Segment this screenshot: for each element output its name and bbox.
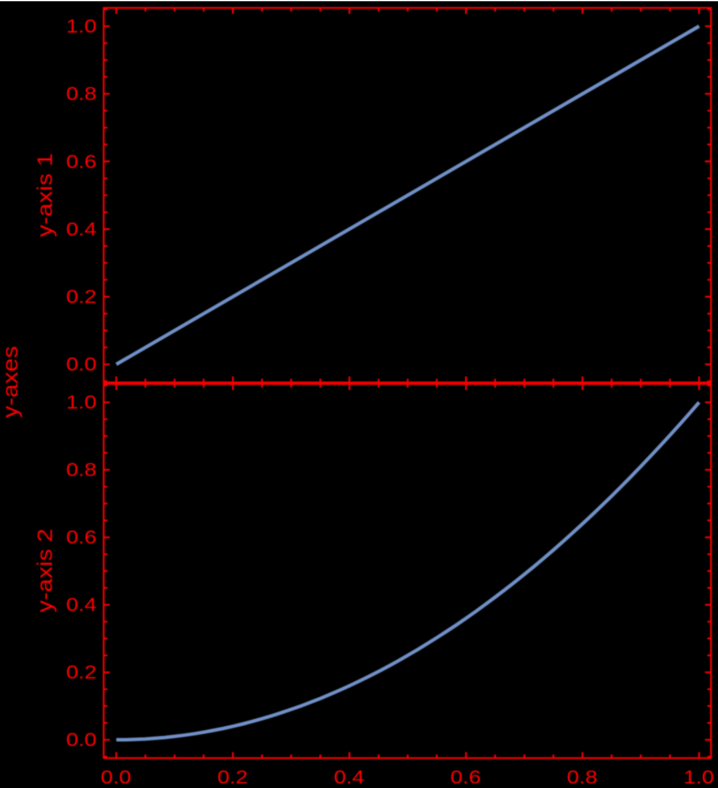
svg-text:0.6: 0.6 bbox=[66, 152, 97, 172]
svg-text:0.4: 0.4 bbox=[66, 595, 97, 615]
svg-text:1.0: 1.0 bbox=[66, 17, 97, 37]
svg-text:0.2: 0.2 bbox=[66, 663, 97, 683]
svg-text:0.8: 0.8 bbox=[66, 84, 97, 104]
svg-text:1.0: 1.0 bbox=[684, 767, 715, 787]
svg-text:0.4: 0.4 bbox=[334, 767, 365, 787]
svg-text:y-axis 2: y-axis 2 bbox=[34, 529, 57, 613]
svg-text:1.0: 1.0 bbox=[66, 393, 97, 413]
svg-text:0.8: 0.8 bbox=[567, 767, 598, 787]
svg-text:y-axes: y-axes bbox=[0, 346, 22, 418]
svg-text:0.8: 0.8 bbox=[66, 460, 97, 480]
svg-text:0.0: 0.0 bbox=[101, 767, 132, 787]
svg-text:0.2: 0.2 bbox=[217, 767, 248, 787]
svg-text:0.2: 0.2 bbox=[66, 287, 97, 307]
svg-text:0.6: 0.6 bbox=[66, 528, 97, 548]
svg-text:0.0: 0.0 bbox=[66, 355, 97, 375]
svg-text:0.4: 0.4 bbox=[66, 220, 97, 240]
svg-text:0.6: 0.6 bbox=[450, 767, 481, 787]
svg-text:0.0: 0.0 bbox=[66, 730, 97, 750]
svg-text:y-axis 1: y-axis 1 bbox=[34, 153, 57, 237]
